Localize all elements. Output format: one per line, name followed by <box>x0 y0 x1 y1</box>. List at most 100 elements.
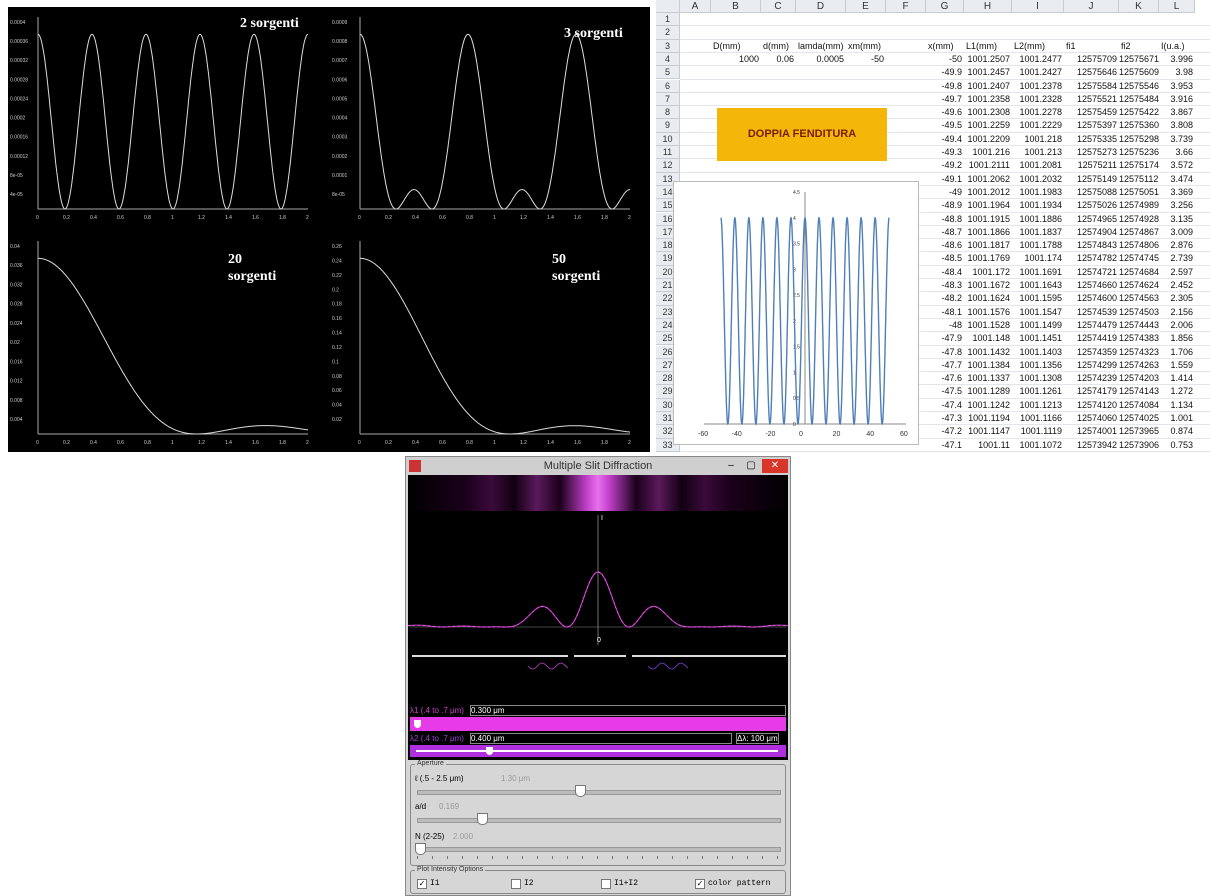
n-label: N (2-25) <box>415 832 445 841</box>
lambda1-slider-thumb[interactable] <box>414 720 421 728</box>
table-cell: 12574503 <box>1119 306 1160 317</box>
panel-20-label-text: sorgenti <box>228 269 277 284</box>
y-tick-label: 0.26 <box>332 244 342 250</box>
maximize-button[interactable]: ▢ <box>746 460 756 471</box>
chart-x-tick: 0 <box>799 431 803 438</box>
table-cell: 12574721 <box>1076 266 1117 277</box>
table-cell: -47.2 <box>941 426 962 437</box>
panel-3-plot: 0.0009 0.0008 0.0007 0.0006 0.0005 0.0004 0.00… <box>332 17 631 221</box>
ad-slider[interactable] <box>417 818 781 823</box>
table-cell: 1001.213 <box>1024 147 1062 157</box>
table-cell: 1001.1384 <box>967 359 1010 370</box>
minimize-button[interactable]: – <box>728 460 734 471</box>
table-cell: 12575335 <box>1076 133 1117 144</box>
y-tick-label: 0.0005 <box>332 96 348 102</box>
x-tick-label: 1.6 <box>252 215 259 221</box>
i1-checkbox[interactable]: ✓ <box>417 879 427 889</box>
double-slit-chart-svg: 00.511.522.533.544.5-60 -40 -20 0 20 40 60 <box>698 190 908 438</box>
grid-line <box>680 211 1210 213</box>
y-tick-label: 0.16 <box>332 316 342 322</box>
plot-panels: 0.0004 0.00036 0.00032 0.00028 0.00024 0.0002… <box>8 7 650 452</box>
param-value: 1000 <box>738 53 759 64</box>
panel-20-plot: 0.04 0.036 0.032 0.028 0.024 0.02 0.016 0.012 0.… <box>10 241 309 446</box>
table-cell: 1001.1915 <box>967 213 1010 224</box>
lambda1-slider[interactable] <box>410 717 786 731</box>
origin-label: 0 <box>597 637 601 644</box>
n-slider[interactable] <box>417 847 781 852</box>
java-app-icon <box>409 460 421 472</box>
table-cell: 12574120 <box>1076 399 1117 410</box>
x-tick-label: 2 <box>306 440 309 446</box>
i2-checkbox[interactable] <box>511 879 521 889</box>
y-tick-label: 0.1 <box>332 359 339 365</box>
chart-series-line <box>720 216 890 426</box>
ad-value: 0.169 <box>439 802 460 811</box>
grid-line <box>680 118 1210 120</box>
y-tick-label: 0.00028 <box>10 77 28 83</box>
column-header: E <box>846 0 886 13</box>
x-tick-label: 0.4 <box>412 440 419 446</box>
slit-width-slider[interactable] <box>417 790 781 795</box>
panel-3-sources: 0.0009 0.0008 0.0007 0.0006 0.0005 0.0004 0.00… <box>330 7 650 227</box>
table-cell: 3.996 <box>1170 53 1193 64</box>
ad-thumb[interactable] <box>477 813 488 825</box>
x-tick-label: 0.4 <box>90 215 97 221</box>
lambda2-slider-thumb[interactable] <box>486 747 493 755</box>
lambda2-value[interactable]: 0.400 μm <box>470 733 732 744</box>
column-header: K <box>1119 0 1159 13</box>
table-cell: 3.572 <box>1170 160 1193 171</box>
param-value: 0.06 <box>776 53 794 64</box>
row-header: 5 <box>656 66 680 80</box>
table-cell: 1001.1547 <box>1019 306 1062 317</box>
table-cell: 12574904 <box>1076 226 1117 237</box>
grid-line <box>680 51 1210 53</box>
table-cell: 2.739 <box>1170 253 1193 264</box>
chart-x-tick: -20 <box>765 431 775 438</box>
panel-20-label-n: 20 <box>228 252 242 267</box>
close-button[interactable]: ✕ <box>762 459 788 473</box>
table-cell: -47.8 <box>941 346 962 357</box>
column-header: C <box>761 0 796 13</box>
grid-line <box>680 331 1210 333</box>
table-cell: 12574419 <box>1076 333 1117 344</box>
i1i2-checkbox[interactable] <box>601 879 611 889</box>
slit-width-thumb[interactable] <box>575 785 586 797</box>
table-cell: 2.006 <box>1170 319 1193 330</box>
intensity-plot <box>408 515 788 670</box>
delta-lambda-value[interactable]: Δλ: 100 μm <box>736 733 779 744</box>
lambda1-value[interactable]: 0.300 μm <box>470 705 786 716</box>
grid-line <box>680 397 1210 399</box>
table-cell: -47.4 <box>941 399 962 410</box>
x-tick-label: 0.8 <box>466 215 473 221</box>
y-tick-label: 0.0004 <box>332 116 348 122</box>
table-cell: 12575211 <box>1077 160 1117 171</box>
table-cell: 1.559 <box>1170 359 1193 370</box>
n-thumb[interactable] <box>415 843 426 855</box>
column-header: D <box>796 0 846 13</box>
color-pattern-label: color pattern <box>708 879 771 888</box>
table-cell: -50 <box>948 53 962 64</box>
row-header: 10 <box>656 132 680 146</box>
y-tick-label: 0.08 <box>332 374 342 380</box>
y-tick-label: 0.0001 <box>332 173 348 179</box>
row-header: 3 <box>656 39 680 53</box>
table-cell: 1001.2407 <box>967 80 1010 91</box>
grid-line <box>680 91 1210 93</box>
table-cell: 12574928 <box>1119 213 1160 224</box>
table-cell: -48.6 <box>941 240 962 251</box>
table-cell: -49.8 <box>941 80 962 91</box>
x-tick-label: 1 <box>171 215 174 221</box>
y-tick-label: 0.0004 <box>10 20 26 26</box>
table-cell: 3.66 <box>1175 147 1193 157</box>
table-cell: 12574965 <box>1076 213 1117 224</box>
y-tick-label: 0.18 <box>332 302 342 308</box>
lambda2-slider[interactable] <box>410 745 786 757</box>
x-tick-label: 0.6 <box>117 440 124 446</box>
color-pattern-checkbox[interactable]: ✓ <box>695 879 705 889</box>
table-cell: 1001.2378 <box>1019 80 1062 91</box>
table-cell: 12574060 <box>1076 413 1117 423</box>
table-cell: 3.739 <box>1170 133 1193 144</box>
table-cell: 3.474 <box>1170 173 1193 184</box>
intensity-curve <box>360 257 631 435</box>
table-cell: 1001.1147 <box>968 426 1010 437</box>
